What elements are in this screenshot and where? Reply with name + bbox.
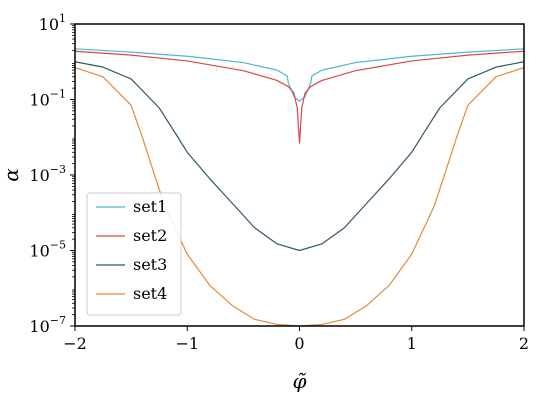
- legend-label-set4: set4: [133, 284, 167, 303]
- legend-box: [86, 192, 182, 316]
- x-axis-label: φ̃: [292, 369, 306, 393]
- y-tick-label: 10−3: [29, 163, 66, 185]
- x-tick-label: 1: [407, 334, 417, 353]
- y-tick-label: 10−5: [29, 239, 66, 261]
- y-tick-label: 10−1: [29, 88, 66, 110]
- legend-label-set1: set1: [133, 197, 167, 216]
- y-tick-label: 10−7: [29, 314, 66, 336]
- series-line-set1: [74, 48, 525, 102]
- series-line-set3: [74, 61, 525, 252]
- legend: set1 set2 set3 set4: [86, 192, 182, 316]
- y-axis-label: α: [0, 168, 23, 182]
- y-tick-label: 101: [39, 12, 66, 34]
- x-tick-label: 2: [519, 334, 529, 353]
- legend-label-set2: set2: [133, 226, 167, 245]
- x-tick-label: 0: [294, 334, 304, 353]
- legend-label-set3: set3: [133, 255, 167, 274]
- axis-ticks: −2 −1 0 1 2 10−7 10−5 10−3 10−1 101: [29, 12, 529, 353]
- series-line-set2: [74, 50, 525, 144]
- x-tick-label: −2: [63, 334, 87, 353]
- x-tick-label: −1: [175, 334, 199, 353]
